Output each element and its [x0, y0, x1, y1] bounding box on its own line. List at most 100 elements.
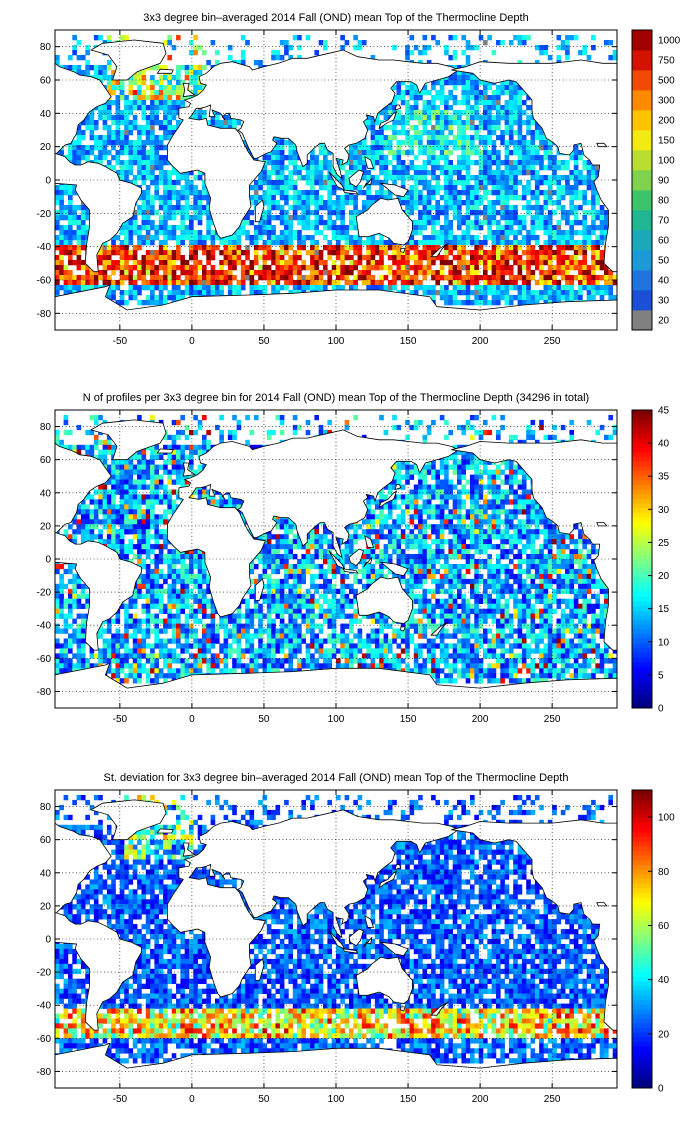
bin-cell: [569, 200, 575, 206]
bin-cell: [279, 55, 285, 61]
bin-cell: [305, 35, 311, 41]
bin-cell: [370, 145, 376, 151]
bin-cell: [465, 100, 471, 106]
bin-cell: [236, 260, 242, 266]
bin-cell: [461, 75, 467, 81]
bin-cell: [457, 215, 462, 221]
bin-cell: [336, 245, 341, 251]
bin-cell: [141, 175, 147, 181]
bin-cell: [85, 150, 90, 156]
bin-cell: [357, 155, 363, 161]
bin-cell: [508, 110, 514, 116]
bin-cell: [262, 170, 268, 176]
bin-cell: [353, 145, 358, 151]
bin-cell: [340, 235, 345, 241]
bin-cell: [452, 145, 458, 151]
bin-cell: [521, 260, 527, 266]
bin-cell: [318, 145, 324, 151]
bin-cell: [526, 280, 531, 286]
bin-cell: [210, 245, 216, 251]
bin-cell: [444, 105, 449, 111]
bin-cell: [301, 280, 307, 286]
bin-cell: [552, 225, 557, 231]
bin-cell: [539, 50, 544, 56]
bin-cell: [565, 190, 570, 196]
bin-cell: [310, 245, 315, 251]
bin-cell: [487, 250, 492, 256]
bin-cell: [409, 50, 415, 56]
bin-cell: [521, 275, 527, 281]
bin-cell: [431, 35, 436, 41]
bin-cell: [595, 280, 601, 286]
bin-cell: [491, 265, 497, 271]
bin-cell: [115, 115, 121, 121]
bin-cell: [128, 90, 134, 96]
bin-cell: [426, 265, 432, 271]
bin-cell: [349, 255, 354, 261]
bin-cell: [227, 250, 233, 256]
bin-cell: [435, 135, 441, 141]
bin-cell: [517, 275, 523, 281]
bin-cell: [137, 235, 142, 241]
bin-cell: [556, 255, 562, 261]
bin-cell: [526, 95, 531, 101]
bin-cell: [236, 290, 242, 296]
bin-cell: [586, 280, 592, 286]
bin-cell: [288, 230, 294, 236]
bin-cell: [530, 120, 536, 126]
bin-cell: [219, 280, 224, 286]
bin-cell: [422, 285, 428, 291]
bin-cell: [418, 260, 423, 266]
bin-cell: [305, 225, 311, 231]
bin-cell: [409, 165, 415, 171]
bin-cell: [340, 215, 345, 221]
bin-cell: [448, 90, 454, 96]
bin-cell: [288, 215, 294, 221]
bin-cell: [521, 170, 527, 176]
bin-cell: [383, 170, 389, 176]
bin-cell: [483, 40, 488, 46]
bin-cell: [340, 275, 345, 281]
bin-cell: [197, 170, 203, 176]
bin-cell: [448, 170, 454, 176]
bin-cell: [145, 225, 151, 231]
bin-cell: [591, 290, 596, 296]
bin-cell: [599, 275, 605, 281]
bin-cell: [452, 210, 458, 216]
bin-cell: [310, 195, 315, 201]
bin-cell: [500, 135, 505, 141]
bin-cell: [379, 280, 384, 286]
bin-cell: [111, 145, 116, 151]
bin-cell: [565, 285, 570, 291]
bin-cell: [219, 265, 224, 271]
bin-cell: [470, 160, 475, 166]
bin-cell: [258, 265, 263, 271]
bin-cell: [141, 165, 147, 171]
bin-cell: [439, 140, 445, 146]
bin-cell: [573, 170, 579, 176]
bin-cell: [85, 125, 90, 131]
bin-cell: [530, 250, 536, 256]
bin-cell: [465, 140, 471, 146]
bin-cell: [124, 105, 129, 111]
bin-cell: [552, 170, 557, 176]
bin-cell: [353, 240, 358, 246]
bin-cell: [470, 270, 475, 276]
bin-cell: [426, 45, 432, 51]
bin-cell: [361, 240, 367, 246]
bin-cell: [396, 95, 402, 101]
bin-cell: [197, 285, 203, 291]
bin-cell: [418, 145, 423, 151]
bin-cell: [202, 280, 207, 286]
bin-cell: [145, 220, 151, 226]
bin-cell: [556, 245, 562, 251]
bin-cell: [465, 45, 471, 51]
bin-cell: [141, 160, 147, 166]
bin-cell: [193, 275, 198, 281]
bin-cell: [197, 275, 203, 281]
bin-cell: [457, 100, 462, 106]
bin-cell: [249, 220, 255, 226]
bin-cell: [223, 120, 229, 126]
bin-cell: [396, 195, 402, 201]
bin-cell: [102, 105, 108, 111]
